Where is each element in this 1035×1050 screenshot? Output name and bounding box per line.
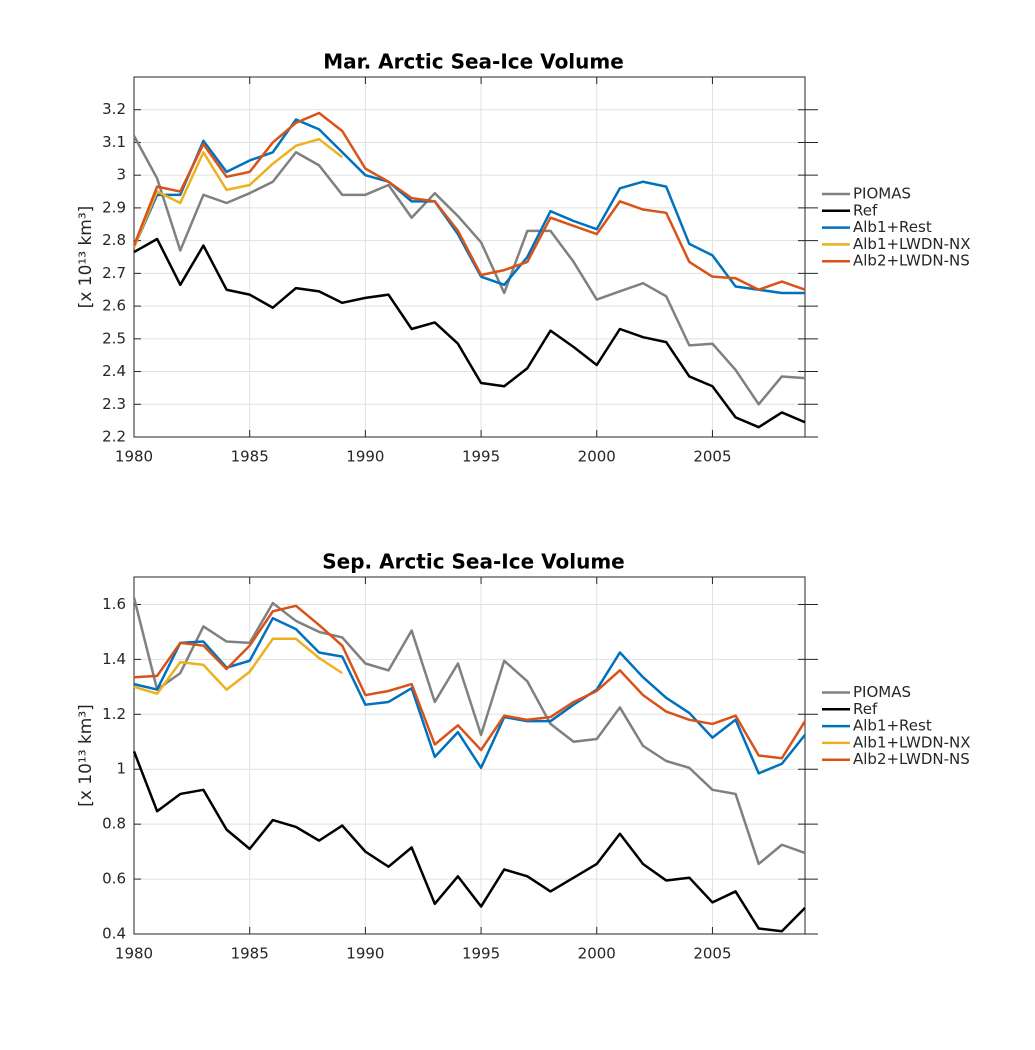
y-tick-label: 3.1 (102, 133, 126, 151)
legend-label: PIOMAS (853, 683, 911, 701)
series-line (133, 616, 806, 775)
x-tick-label: 2005 (693, 448, 731, 466)
y-tick-label: 2.8 (102, 231, 126, 249)
y-tick-label: 3 (116, 166, 126, 184)
y-tick-label: 2.5 (102, 329, 126, 347)
plot-box (133, 76, 806, 438)
legend-label: Alb1+LWDN-NX (853, 235, 971, 253)
chart-title: Sep. Arctic Sea-Ice Volume (322, 550, 625, 574)
legend-label: Ref (853, 700, 878, 718)
x-tick-label: 2000 (578, 448, 616, 466)
y-axis-label: [x 10¹³ km³] (76, 206, 96, 309)
y-tick-label: 0.8 (102, 815, 126, 833)
series-line (132, 750, 806, 933)
x-tick-label: 1995 (462, 945, 500, 963)
y-tick-label: 2.4 (102, 362, 126, 380)
series-line (132, 111, 806, 291)
x-tick-label: 1990 (346, 448, 384, 466)
y-tick-label: 0.4 (102, 925, 126, 943)
legend-label: Alb2+LWDN-NS (853, 750, 970, 768)
y-tick-label: 1.2 (102, 705, 126, 723)
series-line (132, 597, 806, 866)
x-tick-label: 1995 (462, 448, 500, 466)
y-tick-label: 1.4 (102, 650, 126, 668)
x-tick-label: 1990 (346, 945, 384, 963)
x-tick-label: 2005 (693, 945, 731, 963)
legend-label: Ref (853, 201, 878, 219)
y-tick-label: 2.9 (102, 198, 126, 216)
y-tick-label: 0.6 (102, 870, 126, 888)
legend-label: PIOMAS (853, 185, 911, 203)
y-tick-label: 2.6 (102, 297, 126, 315)
series-line (132, 118, 805, 295)
y-tick-label: 1 (116, 760, 126, 778)
y-tick-label: 2.3 (102, 395, 126, 413)
series-line (132, 135, 806, 406)
y-tick-label: 2.7 (102, 264, 126, 282)
x-tick-label: 2000 (578, 945, 616, 963)
legend-label: Alb1+LWDN-NX (853, 733, 971, 751)
x-tick-label: 1985 (231, 448, 269, 466)
x-tick-label: 1980 (115, 448, 153, 466)
series-line (133, 237, 806, 429)
y-axis-label: [x 10¹³ km³] (76, 704, 96, 807)
legend-label: Alb2+LWDN-NS (853, 252, 970, 270)
y-tick-label: 1.6 (102, 595, 126, 613)
y-tick-label: 3.2 (102, 100, 126, 118)
plot-box (133, 576, 806, 935)
chart-title: Mar. Arctic Sea-Ice Volume (323, 50, 624, 74)
x-tick-label: 1985 (231, 945, 269, 963)
y-tick-label: 2.2 (102, 428, 126, 446)
series-line (132, 137, 344, 248)
legend-label: Alb1+Rest (853, 717, 932, 735)
x-tick-label: 1980 (115, 945, 153, 963)
legend-label: Alb1+Rest (853, 218, 932, 236)
series-line (133, 637, 343, 695)
series-line (133, 604, 807, 760)
